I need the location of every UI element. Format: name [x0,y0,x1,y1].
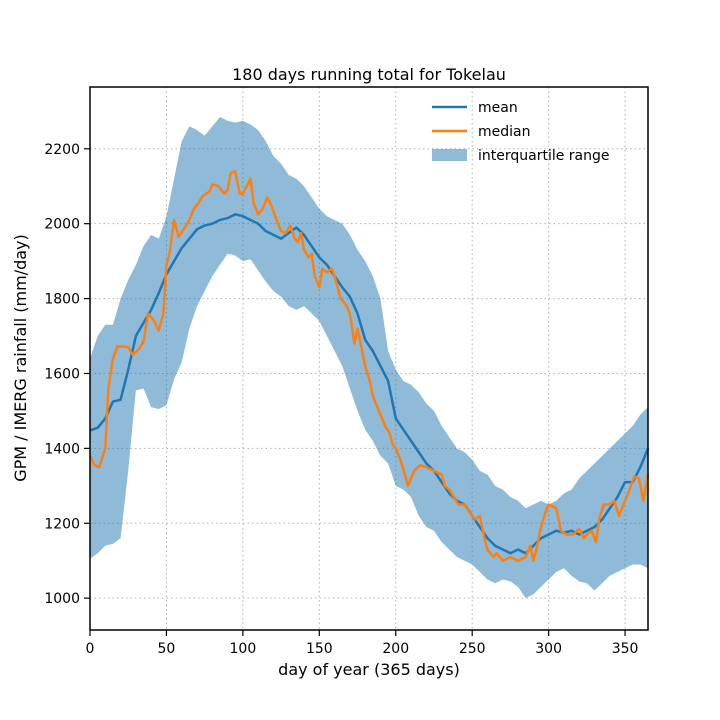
y-tick-label: 1000 [44,591,80,607]
x-tick-label: 150 [306,641,333,657]
y-axis-label: GPM / IMERG rainfall (mm/day) [11,234,30,482]
x-tick-label: 50 [158,641,176,657]
x-tick-label: 200 [382,641,409,657]
median-line [88,170,650,562]
y-tick-label: 1200 [44,516,80,532]
x-axis: 0 50 100 150 200 250 300 350 [86,630,639,657]
y-tick-label: 1400 [44,441,80,457]
x-tick-label: 0 [86,641,95,657]
legend-label: interquartile range [478,148,610,164]
iqr-band [90,116,648,599]
y-tick-label: 2200 [44,142,80,158]
legend-label: mean [478,100,518,116]
plot-frame [89,86,649,631]
x-tick-label: 300 [535,641,562,657]
x-tick-label: 350 [612,641,639,657]
series-lines-layer [88,170,650,562]
legend-label: median [478,124,530,140]
y-axis: 1000 1200 1400 1600 1800 2000 2200 [44,142,90,607]
y-tick-label: 1800 [44,292,80,308]
x-axis-label: day of year (365 days) [278,660,460,679]
x-tick-label: 100 [230,641,257,657]
chart-title: 180 days running total for Tokelau [232,65,506,84]
x-tick-label: 250 [459,641,486,657]
y-tick-label: 1600 [44,366,80,382]
iqr-band-layer [90,116,648,599]
y-tick-label: 2000 [44,217,80,233]
legend: mean median interquartile range [432,100,610,164]
mean-line [89,213,650,555]
legend-iqr-swatch [432,149,467,161]
